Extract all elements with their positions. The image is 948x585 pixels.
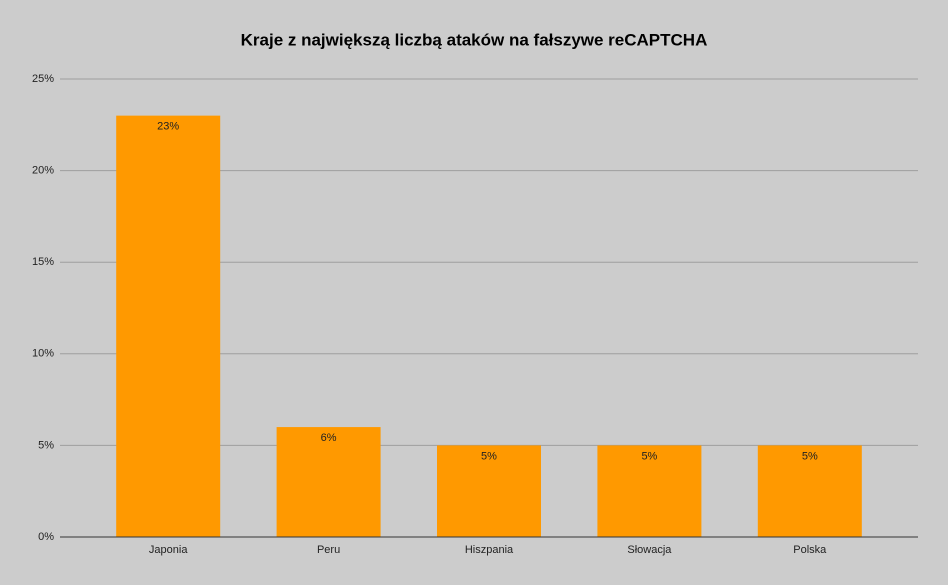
y-tick-label: 0% [38, 531, 54, 543]
chart-title: Kraje z największą liczbą ataków na fałs… [241, 30, 708, 49]
data-label: 5% [481, 450, 497, 462]
y-tick-label: 15% [32, 256, 54, 268]
x-tick-label: Peru [317, 544, 340, 556]
data-label: 5% [802, 450, 818, 462]
bar [597, 445, 702, 537]
y-tick-label: 5% [38, 439, 54, 451]
data-label: 6% [321, 432, 337, 444]
bar [116, 115, 221, 537]
y-tick-label: 10% [32, 348, 54, 360]
bar [276, 427, 381, 537]
data-label: 23% [157, 121, 179, 133]
y-tick-label: 25% [32, 73, 54, 85]
data-label: 5% [641, 450, 657, 462]
bar [437, 445, 541, 537]
y-tick-label: 20% [32, 165, 54, 177]
x-tick-label: Polska [793, 544, 827, 556]
bar [757, 445, 862, 537]
x-tick-label: Hiszpania [465, 544, 514, 556]
x-tick-label: Japonia [149, 544, 188, 556]
x-tick-label: Słowacja [627, 544, 672, 556]
